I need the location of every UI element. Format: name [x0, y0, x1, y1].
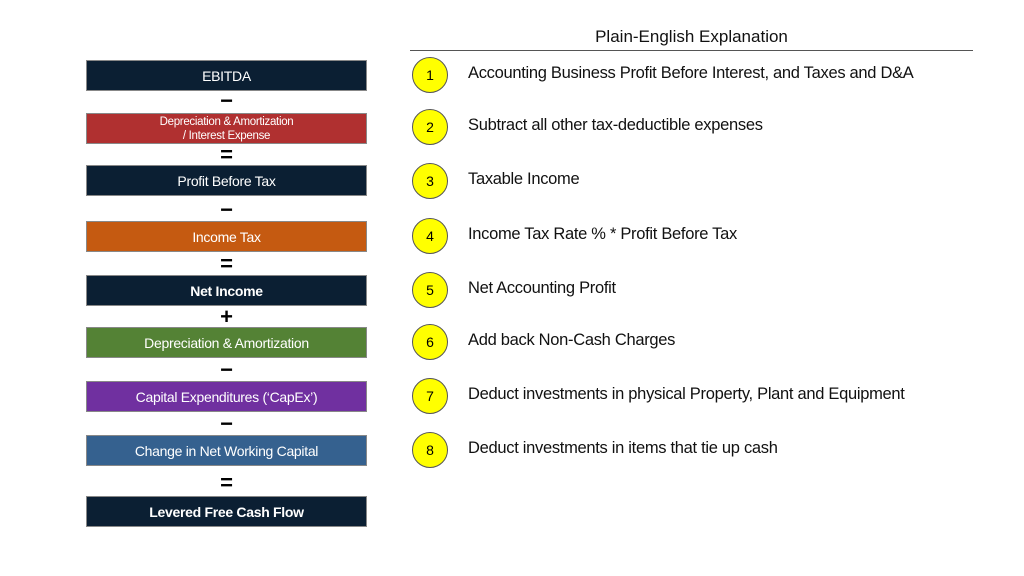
operator-minus: − — [220, 197, 233, 222]
explanation-text: Income Tax Rate % * Profit Before Tax — [468, 225, 737, 243]
explanation-text: Taxable Income — [468, 170, 580, 188]
box-depreciation-amortization: Depreciation & Amortization — [86, 327, 367, 358]
box-label: Depreciation & Amortization — [159, 115, 294, 128]
operator-plus: + — [220, 304, 233, 329]
box-label: Depreciation & Amortization — [144, 334, 309, 351]
box-levered-fcf: Levered Free Cash Flow — [86, 496, 367, 527]
box-ebitda: EBITDA — [86, 60, 367, 91]
step-number-circle: 2 — [412, 109, 448, 145]
explanation-text: Add back Non-Cash Charges — [468, 331, 676, 349]
step-number-circle: 7 — [412, 378, 448, 414]
box-net-income: Net Income — [86, 275, 367, 306]
explanation-text: Subtract all other tax-deductible expens… — [468, 116, 763, 134]
step-number-circle: 6 — [412, 324, 448, 360]
box-income-tax: Income Tax — [86, 221, 367, 252]
operator-minus: − — [220, 88, 233, 113]
box-capex: Capital Expenditures (‘CapEx’) — [86, 381, 367, 412]
box-da-interest: Depreciation & Amortization / Interest Ex… — [86, 113, 367, 144]
explanation-header: Plain-English Explanation — [595, 27, 788, 46]
explanation-text: Net Accounting Profit — [468, 279, 616, 297]
step-number-circle: 3 — [412, 163, 448, 199]
box-label: Income Tax — [192, 228, 261, 245]
explanation-text: Accounting Business Profit Before Intere… — [468, 64, 914, 82]
operator-equals: = — [220, 251, 233, 276]
box-label: Levered Free Cash Flow — [149, 503, 304, 520]
box-label: Change in Net Working Capital — [134, 442, 319, 459]
step-number-circle: 4 — [412, 218, 448, 254]
header-divider — [410, 50, 973, 51]
explanation-text: Deduct investments in physical Property,… — [468, 385, 905, 403]
box-label: Capital Expenditures (‘CapEx’) — [135, 388, 318, 405]
operator-minus: − — [220, 357, 233, 382]
box-profit-before-tax: Profit Before Tax — [86, 165, 367, 196]
operator-equals: = — [220, 142, 233, 167]
box-label: Net Income — [190, 282, 263, 299]
step-number-circle: 8 — [412, 432, 448, 468]
explanation-text: Deduct investments in items that tie up … — [468, 439, 778, 457]
operator-minus: − — [220, 411, 233, 436]
box-label-line2: / Interest Expense — [182, 129, 271, 142]
step-number-circle: 1 — [412, 57, 448, 93]
box-label: EBITDA — [202, 67, 251, 84]
operator-equals: = — [220, 470, 233, 495]
box-label: Profit Before Tax — [177, 172, 276, 189]
box-nwc: Change in Net Working Capital — [86, 435, 367, 466]
step-number-circle: 5 — [412, 272, 448, 308]
